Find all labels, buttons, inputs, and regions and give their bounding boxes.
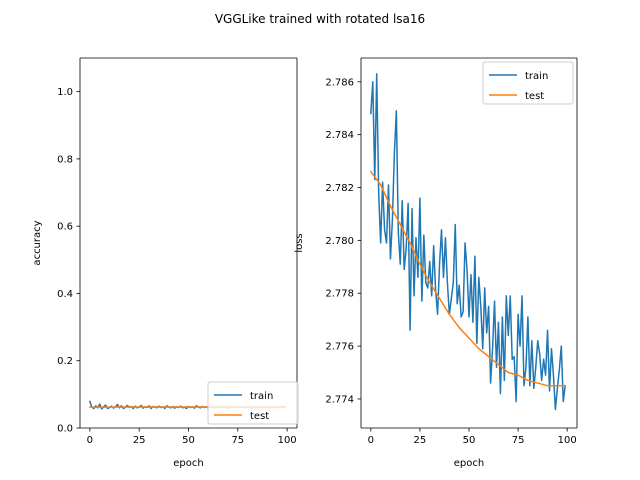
loss-ylabel: loss [294, 233, 305, 252]
loss-ytick-label: 2.776 [325, 342, 354, 353]
loss-series-test-line [369, 170, 566, 387]
loss-xtick-label: 75 [512, 435, 525, 446]
accuracy-legend: train test [207, 381, 299, 425]
accuracy-ytick-label: 0.4 [57, 289, 73, 300]
loss-xtick-label: 25 [414, 435, 427, 446]
figure-suptitle: VGGLike trained with rotated lsa16 [215, 12, 425, 26]
loss-xlabel: epoch [454, 458, 484, 469]
accuracy-plot-area [80, 58, 297, 428]
loss-ytick-label: 2.780 [325, 236, 354, 247]
loss-ytick-label: 2.778 [325, 289, 354, 300]
loss-ytick-label: 2.784 [325, 130, 354, 141]
accuracy-xtick-label: 75 [231, 435, 244, 446]
loss-xtick-label: 0 [368, 435, 374, 446]
accuracy-xtick-label: 50 [182, 435, 195, 446]
loss-ytick-label: 2.786 [325, 77, 354, 88]
accuracy-ytick-label: 1.0 [57, 87, 73, 98]
accuracy-ytick-label: 0.8 [57, 154, 73, 165]
loss-legend-label-train: train [525, 71, 548, 82]
accuracy-xtick-label: 25 [133, 435, 146, 446]
accuracy-ylabel: accuracy [32, 220, 43, 265]
loss-legend: train test [482, 61, 574, 105]
accuracy-axes: 0 25 50 75 100 0.0 0.2 0.4 0.6 0.8 1.0 epoch accurac… [32, 57, 299, 469]
accuracy-legend-label-test: test [250, 411, 269, 422]
accuracy-ytick-label: 0.0 [57, 424, 73, 435]
accuracy-xlabel: epoch [173, 458, 203, 469]
loss-xtick-label: 50 [463, 435, 476, 446]
loss-ytick-label: 2.782 [325, 183, 354, 194]
loss-legend-frame [482, 61, 574, 105]
loss-axes: 0 25 50 75 100 2.774 2.776 2.778 2.780 2.782 2.784… [294, 57, 578, 469]
accuracy-xtick-label: 0 [87, 435, 93, 446]
accuracy-legend-frame [207, 381, 299, 425]
loss-ytick-label: 2.774 [325, 394, 354, 405]
loss-legend-label-test: test [525, 91, 544, 102]
loss-series-group [369, 73, 567, 411]
loss-series-train-line [370, 73, 567, 411]
accuracy-xtick-label: 100 [278, 435, 297, 446]
accuracy-ytick-label: 0.2 [57, 356, 73, 367]
accuracy-ytick-label: 0.6 [57, 222, 73, 233]
accuracy-legend-label-train: train [250, 391, 273, 402]
loss-xtick-label: 100 [558, 435, 577, 446]
